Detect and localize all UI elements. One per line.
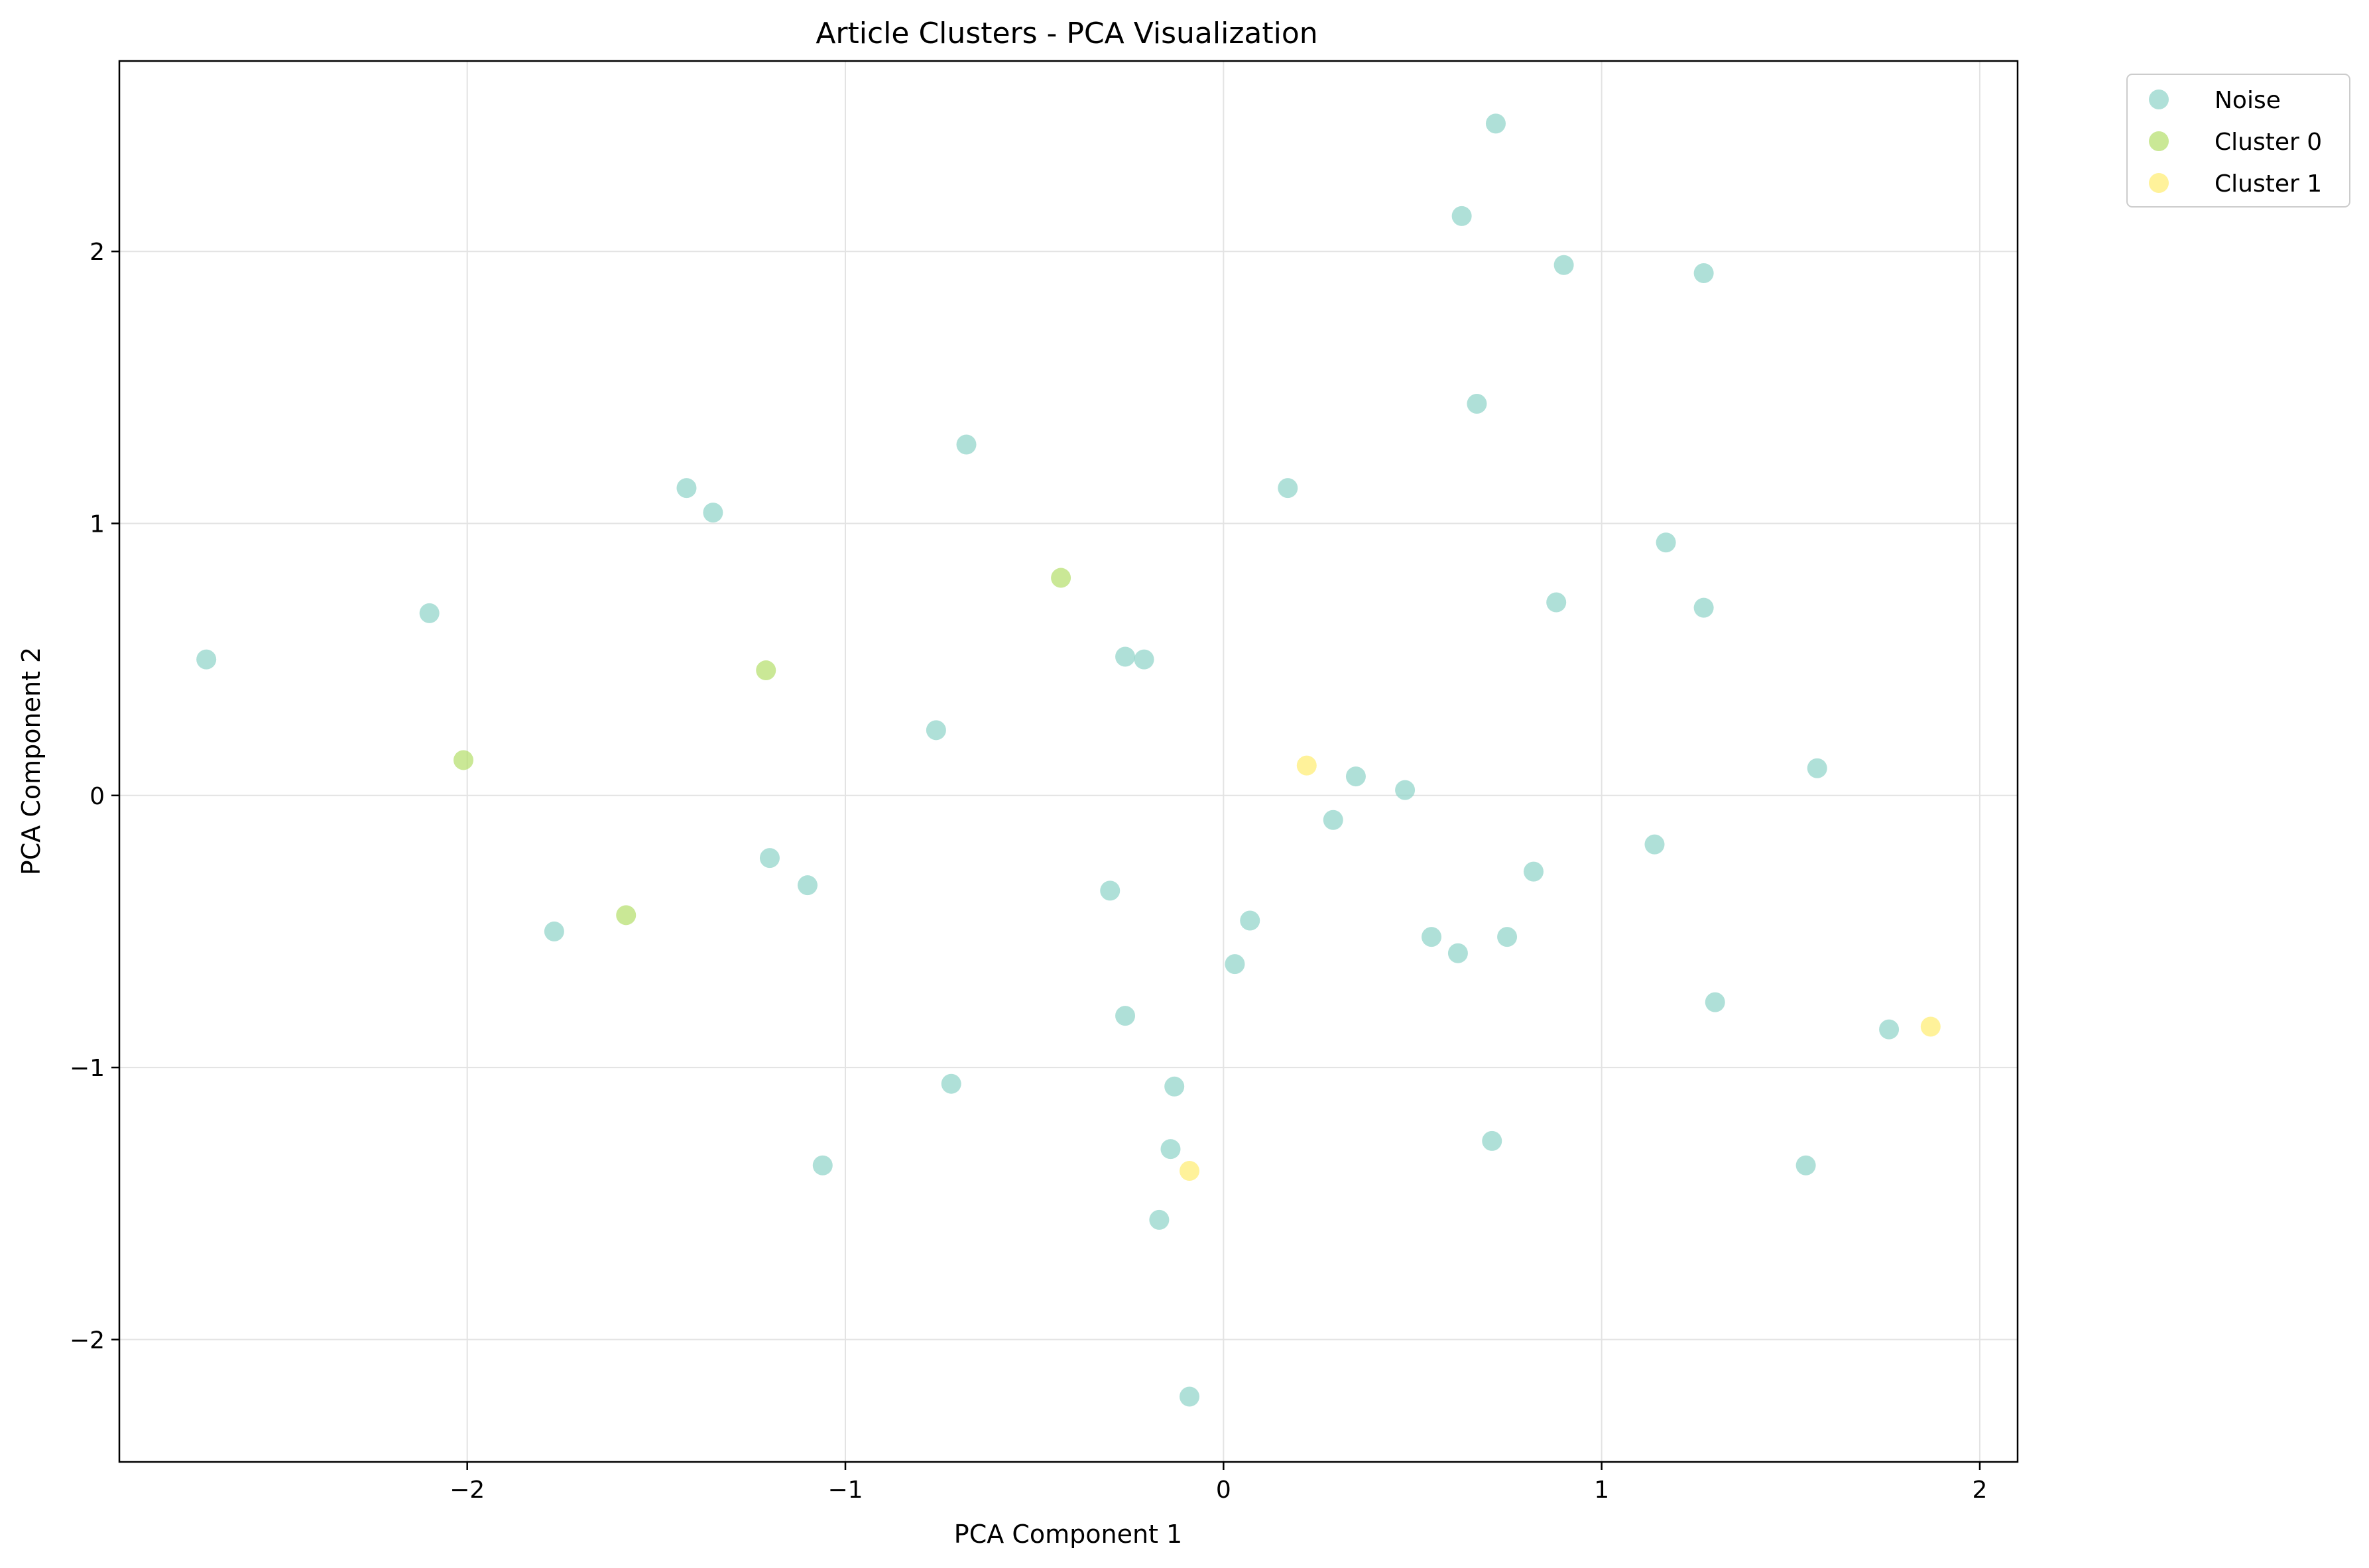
x-tick-label: 2 <box>1973 1477 1988 1504</box>
noise-point <box>1447 943 1468 963</box>
noise-point <box>196 649 217 670</box>
legend-label-noise: Noise <box>2215 87 2281 114</box>
noise-point <box>1323 810 1343 830</box>
noise-point <box>1553 255 1574 275</box>
y-tick-label: −2 <box>70 1327 105 1354</box>
noise-point <box>1160 1139 1181 1160</box>
noise-point <box>1485 113 1506 134</box>
noise-point <box>1180 1386 1200 1407</box>
grid-lines <box>119 61 2018 1462</box>
noise-point <box>1240 910 1260 931</box>
noise-point <box>759 848 780 869</box>
noise-point <box>1164 1076 1185 1097</box>
noise-point <box>797 875 818 896</box>
noise-point <box>1656 532 1676 553</box>
data-points <box>196 113 1941 1407</box>
noise-point <box>1879 1019 1900 1040</box>
noise-point <box>1705 992 1725 1012</box>
noise-point <box>1134 649 1154 670</box>
legend-marker-cluster-0 <box>2149 131 2169 151</box>
x-axis-label: PCA Component 1 <box>954 1520 1182 1549</box>
y-tick-label: −1 <box>70 1055 105 1082</box>
noise-point <box>1100 880 1121 901</box>
noise-point <box>419 603 440 623</box>
cluster-0-point <box>616 905 637 926</box>
y-tick-label: 1 <box>90 511 105 538</box>
legend-marker-noise <box>2149 90 2169 109</box>
noise-point <box>1451 206 1472 226</box>
noise-point <box>1546 592 1567 613</box>
x-tick-label: 1 <box>1594 1477 1609 1504</box>
chart-title: Article Clusters - PCA Visualization <box>816 17 1317 50</box>
noise-point <box>1644 834 1665 855</box>
noise-point <box>1345 766 1366 787</box>
noise-point <box>1482 1130 1502 1151</box>
noise-point <box>1497 927 1518 947</box>
x-tick-label: −1 <box>827 1477 863 1504</box>
noise-point <box>941 1073 961 1094</box>
cluster-1-point <box>1180 1160 1200 1181</box>
noise-point <box>1693 263 1714 284</box>
x-tick-label: 0 <box>1216 1477 1231 1504</box>
noise-point <box>1422 927 1442 947</box>
y-tick-label: 2 <box>90 239 105 266</box>
noise-point <box>1395 780 1416 800</box>
x-axis-ticks: −2 −1 0 1 2 <box>450 1462 1987 1504</box>
legend-label-cluster-1: Cluster 1 <box>2215 170 2322 198</box>
legend-box <box>2126 74 2350 208</box>
legend-label-cluster-0: Cluster 0 <box>2215 129 2322 156</box>
noise-point <box>1693 597 1714 618</box>
y-axis-label: PCA Component 2 <box>17 647 46 875</box>
noise-point <box>1149 1209 1170 1230</box>
noise-point <box>1115 1006 1136 1026</box>
cluster-0-point <box>1051 568 1071 588</box>
y-tick-label: 0 <box>90 783 105 810</box>
noise-point <box>1807 758 1827 778</box>
noise-point <box>1795 1155 1816 1176</box>
x-tick-label: −2 <box>450 1477 485 1504</box>
noise-point <box>703 503 723 523</box>
noise-point <box>812 1155 833 1176</box>
noise-point <box>544 921 564 941</box>
cluster-0-point <box>756 660 776 681</box>
y-axis-ticks: −2 −1 0 1 2 <box>70 239 119 1354</box>
noise-point <box>676 478 697 499</box>
noise-point <box>1225 954 1245 975</box>
noise-point <box>956 434 977 455</box>
cluster-0-point <box>453 750 473 770</box>
noise-point <box>1115 646 1136 667</box>
noise-point <box>926 720 946 741</box>
noise-point <box>1523 861 1544 882</box>
noise-point <box>1467 393 1487 414</box>
cluster-1-point <box>1296 755 1317 776</box>
legend: Noise Cluster 0 Cluster 1 <box>2126 74 2350 208</box>
legend-marker-cluster-1 <box>2149 173 2169 193</box>
noise-point <box>1278 478 1298 499</box>
cluster-1-point <box>1920 1016 1941 1037</box>
plot-frame <box>118 60 2019 1463</box>
